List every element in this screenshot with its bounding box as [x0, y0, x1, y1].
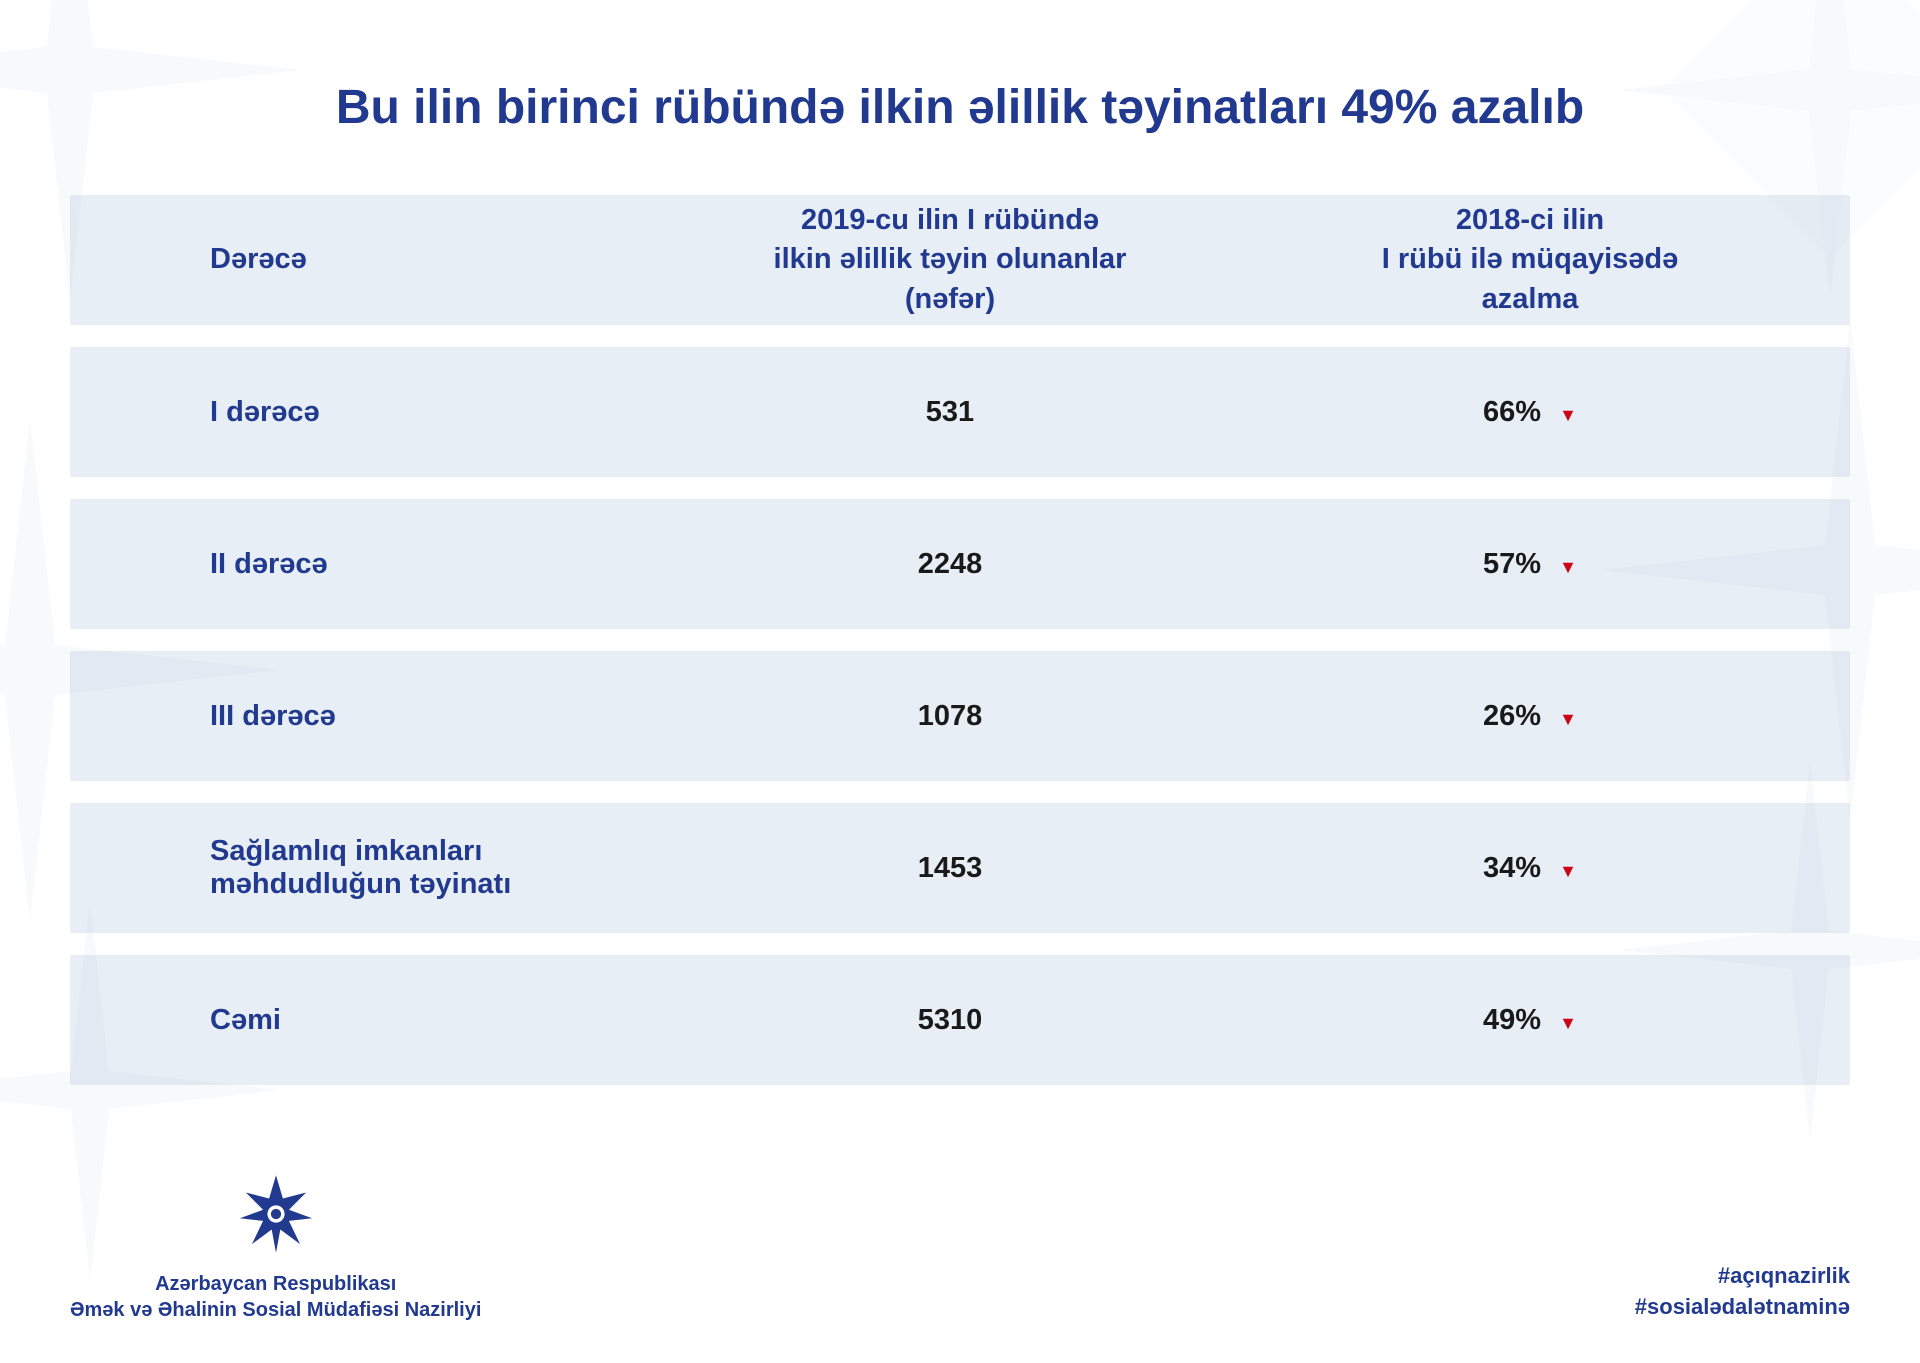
row-value: 1078: [630, 700, 1270, 733]
row-change: 34% ▼: [1270, 852, 1850, 885]
pct-value: 34%: [1483, 852, 1541, 884]
org-name: Azərbaycan Respublikası Əmək və Əhalinin…: [70, 1271, 481, 1323]
row-change: 57% ▼: [1270, 548, 1850, 581]
row-change: 49% ▼: [1270, 1004, 1850, 1037]
page-title: Bu ilin birinci rübündə ilkin əlillik tə…: [0, 0, 1920, 195]
pct-value: 57%: [1483, 548, 1541, 580]
table-row: Sağlamlıq imkanlarıməhdudluğun təyinatı …: [70, 803, 1850, 933]
pct-value: 66%: [1483, 396, 1541, 428]
down-triangle-icon: ▼: [1559, 405, 1577, 426]
pct-value: 49%: [1483, 1004, 1541, 1036]
org-line1: Azərbaycan Respublikası: [70, 1271, 481, 1297]
col-header-count: 2019-cu ilin I rübündəilkin əlillik təyi…: [630, 201, 1270, 318]
row-value: 1453: [630, 852, 1270, 885]
down-triangle-icon: ▼: [1559, 557, 1577, 578]
data-table: Dərəcə 2019-cu ilin I rübündəilkin əlill…: [70, 195, 1850, 1085]
organization-block: Azərbaycan Respublikası Əmək və Əhalinin…: [70, 1171, 481, 1323]
table-row: Cəmi 5310 49% ▼: [70, 955, 1850, 1085]
col-header-change: 2018-ci ilinI rübü ilə müqayisədəazalma: [1270, 201, 1850, 318]
row-value: 531: [630, 396, 1270, 429]
row-value: 5310: [630, 1004, 1270, 1037]
down-triangle-icon: ▼: [1559, 1013, 1577, 1034]
table-row: II dərəcə 2248 57% ▼: [70, 499, 1850, 629]
ministry-logo-icon: [233, 1171, 319, 1257]
hashtag: #açıqnazirlik: [1635, 1261, 1850, 1292]
row-label: II dərəcə: [70, 548, 630, 581]
footer: Azərbaycan Respublikası Əmək və Əhalinin…: [0, 1171, 1920, 1323]
down-triangle-icon: ▼: [1559, 861, 1577, 882]
org-line2: Əmək və Əhalinin Sosial Müdafiəsi Nazirl…: [70, 1297, 481, 1323]
col-header-degree: Dərəcə: [70, 240, 630, 279]
row-label: Sağlamlıq imkanlarıməhdudluğun təyinatı: [70, 835, 630, 901]
row-value: 2248: [630, 548, 1270, 581]
table-row: I dərəcə 531 66% ▼: [70, 347, 1850, 477]
pct-value: 26%: [1483, 700, 1541, 732]
hashtag: #sosialədalətnaminə: [1635, 1292, 1850, 1323]
row-label: I dərəcə: [70, 396, 630, 429]
row-change: 66% ▼: [1270, 396, 1850, 429]
hashtags: #açıqnazirlik #sosialədalətnaminə: [1635, 1261, 1850, 1323]
row-label: III dərəcə: [70, 700, 630, 733]
row-label: Cəmi: [70, 1004, 630, 1037]
table-header-row: Dərəcə 2019-cu ilin I rübündəilkin əlill…: [70, 195, 1850, 325]
down-triangle-icon: ▼: [1559, 709, 1577, 730]
row-change: 26% ▼: [1270, 700, 1850, 733]
table-row: III dərəcə 1078 26% ▼: [70, 651, 1850, 781]
